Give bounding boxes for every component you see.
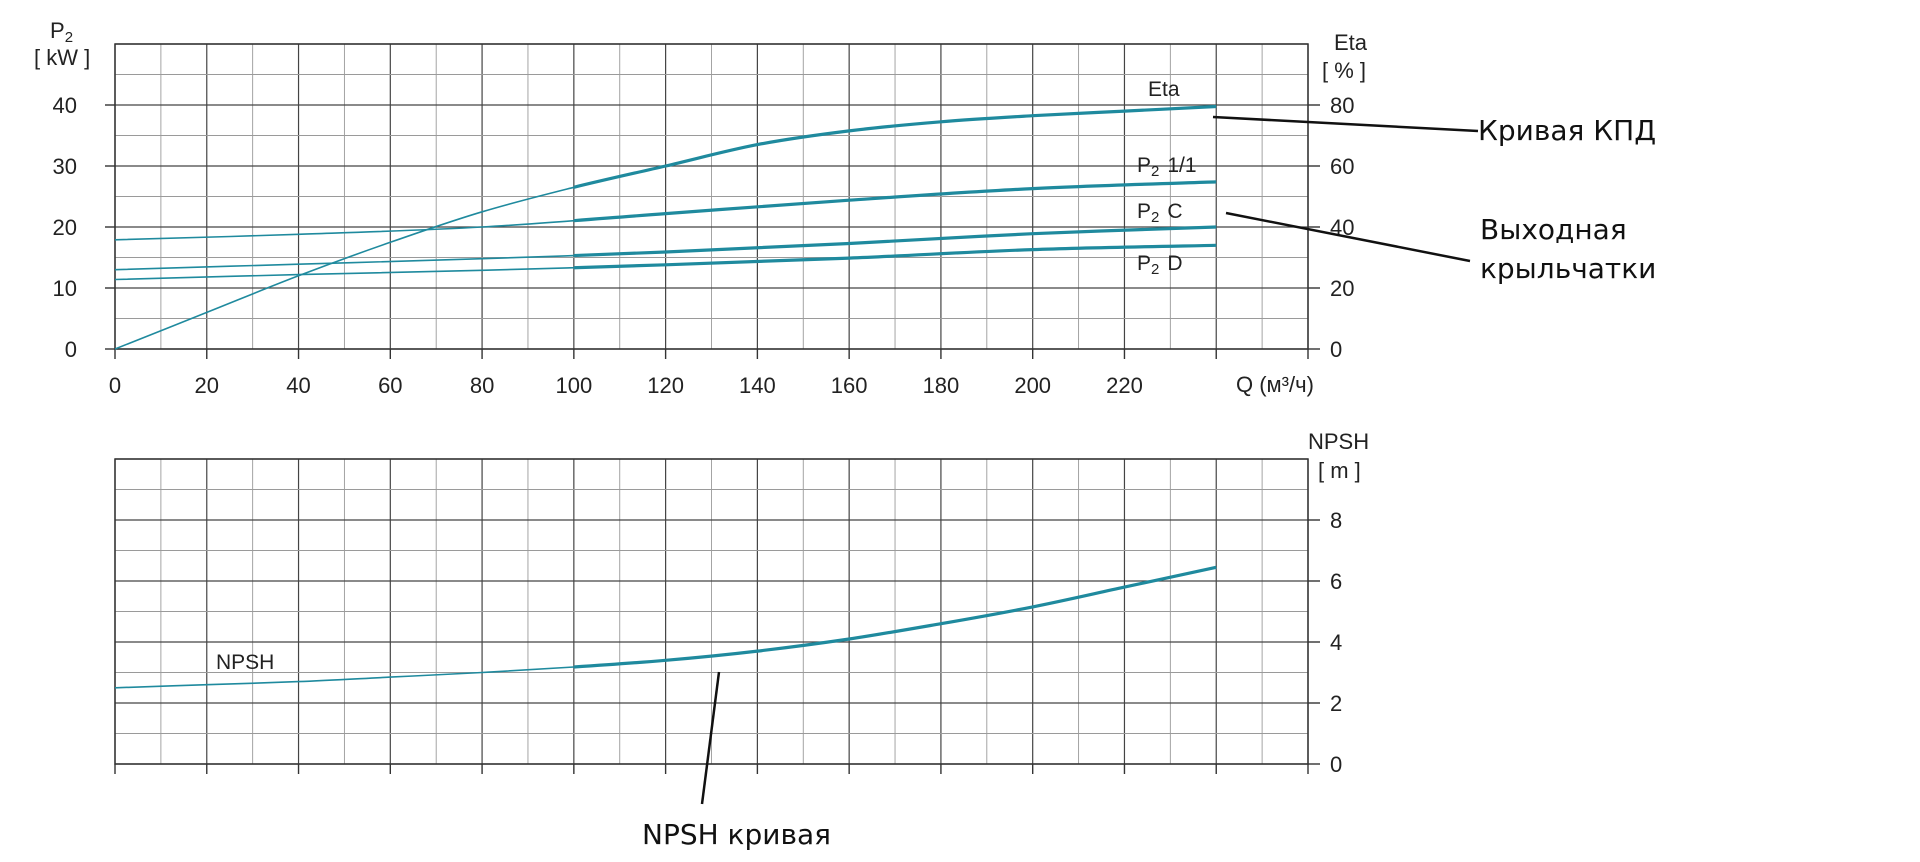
x-axis-title: Q (м³/ч) [1236,372,1314,397]
series-label-p2-c: P2 C [1137,200,1183,226]
x-tick-label-160: 160 [831,373,868,398]
y-left-tick-label-0: 0 [65,337,77,362]
npsh-axis-unit: [ m ] [1318,458,1361,483]
series-label-eta: Eta [1148,78,1180,101]
y-left-tick-label-40: 40 [53,93,77,118]
y-left-tick-label-30: 30 [53,154,77,179]
annotations: Кривая КПД Выходная крыльчатки NPSH крив… [642,114,1656,851]
bottom-y-right-ticks: 0 2 4 6 8 [1308,508,1342,777]
y-right-tick-label-20: 20 [1330,276,1354,301]
top-y-left-ticks: 0 10 20 30 40 [53,93,115,362]
y-left-axis-unit: [ kW ] [34,45,90,70]
x-tick-label-120: 120 [647,373,684,398]
bottom-plot-frame [114,458,1309,765]
x-tick-label-140: 140 [739,373,776,398]
series-label-p2-d: P2 D [1137,252,1183,278]
series-line-p2-1-1-bold [573,180,1217,223]
series-line-npsh [114,666,574,689]
series-line-eta-bold [573,104,1217,189]
y-right-tick-label-80: 80 [1330,93,1354,118]
series-line-eta [114,186,574,350]
npsh-axis-tick-label-0: 0 [1330,752,1342,777]
series-line-p2-d [114,266,574,281]
series-label-npsh: NPSH [216,651,274,674]
npsh-note-pointer [700,671,721,805]
npsh-axis-tick-label-6: 6 [1330,569,1342,594]
x-tick-label-0: 0 [109,373,121,398]
series-line-p2-c [114,254,574,271]
y-right-tick-label-60: 60 [1330,154,1354,179]
x-tick-label-80: 80 [470,373,494,398]
y-right-tick-label-0: 0 [1330,337,1342,362]
impeller-note-line2: крыльчатки [1480,252,1656,285]
x-tick-label-20: 20 [195,373,219,398]
top-x-ticks: 0 20 40 60 80 100 120 140 160 180 200 220 [109,349,1309,398]
x-tick-label-220: 220 [1106,373,1143,398]
eta-note: Кривая КПД [1478,114,1656,147]
y-left-tick-label-20: 20 [53,215,77,240]
eta-note-pointer [1212,115,1479,133]
x-tick-label-60: 60 [378,373,402,398]
series-line-npsh-bold [573,565,1217,669]
npsh-axis-tick-label-2: 2 [1330,691,1342,716]
x-tick-label-40: 40 [286,373,310,398]
npsh-axis-tick-label-8: 8 [1330,508,1342,533]
series-line-p2-1-1 [114,219,574,241]
y-left-tick-label-10: 10 [53,276,77,301]
y-left-axis-title: P2 [50,18,73,46]
impeller-note-line1: Выходная [1480,213,1627,246]
npsh-axis-title: NPSH [1308,429,1369,454]
series-label-p2-1-1: P2 1/1 [1137,154,1197,180]
bottom-chart: 0 2 4 6 8 NPSH [ m ] NPSH [114,429,1369,777]
top-plot-frame [114,43,1309,350]
series-line-p2-c-bold [573,225,1217,258]
top-grid [114,43,1309,350]
x-tick-label-180: 180 [923,373,960,398]
impeller-note-pointer [1225,211,1471,263]
bottom-series [114,565,1217,689]
npsh-note: NPSH кривая [642,818,831,851]
bottom-x-ticks [114,764,1309,774]
x-tick-label-100: 100 [555,373,592,398]
y-right-axis-title: Eta [1334,30,1368,55]
bottom-grid [114,458,1309,765]
top-series [114,104,1217,350]
y-right-axis-unit: [ % ] [1322,58,1366,83]
npsh-axis-tick-label-4: 4 [1330,630,1342,655]
series-line-p2-d-bold [573,243,1217,270]
x-tick-label-200: 200 [1014,373,1051,398]
top-chart: 0 20 40 60 80 100 120 140 160 180 200 220 010203040… [34,18,1368,398]
